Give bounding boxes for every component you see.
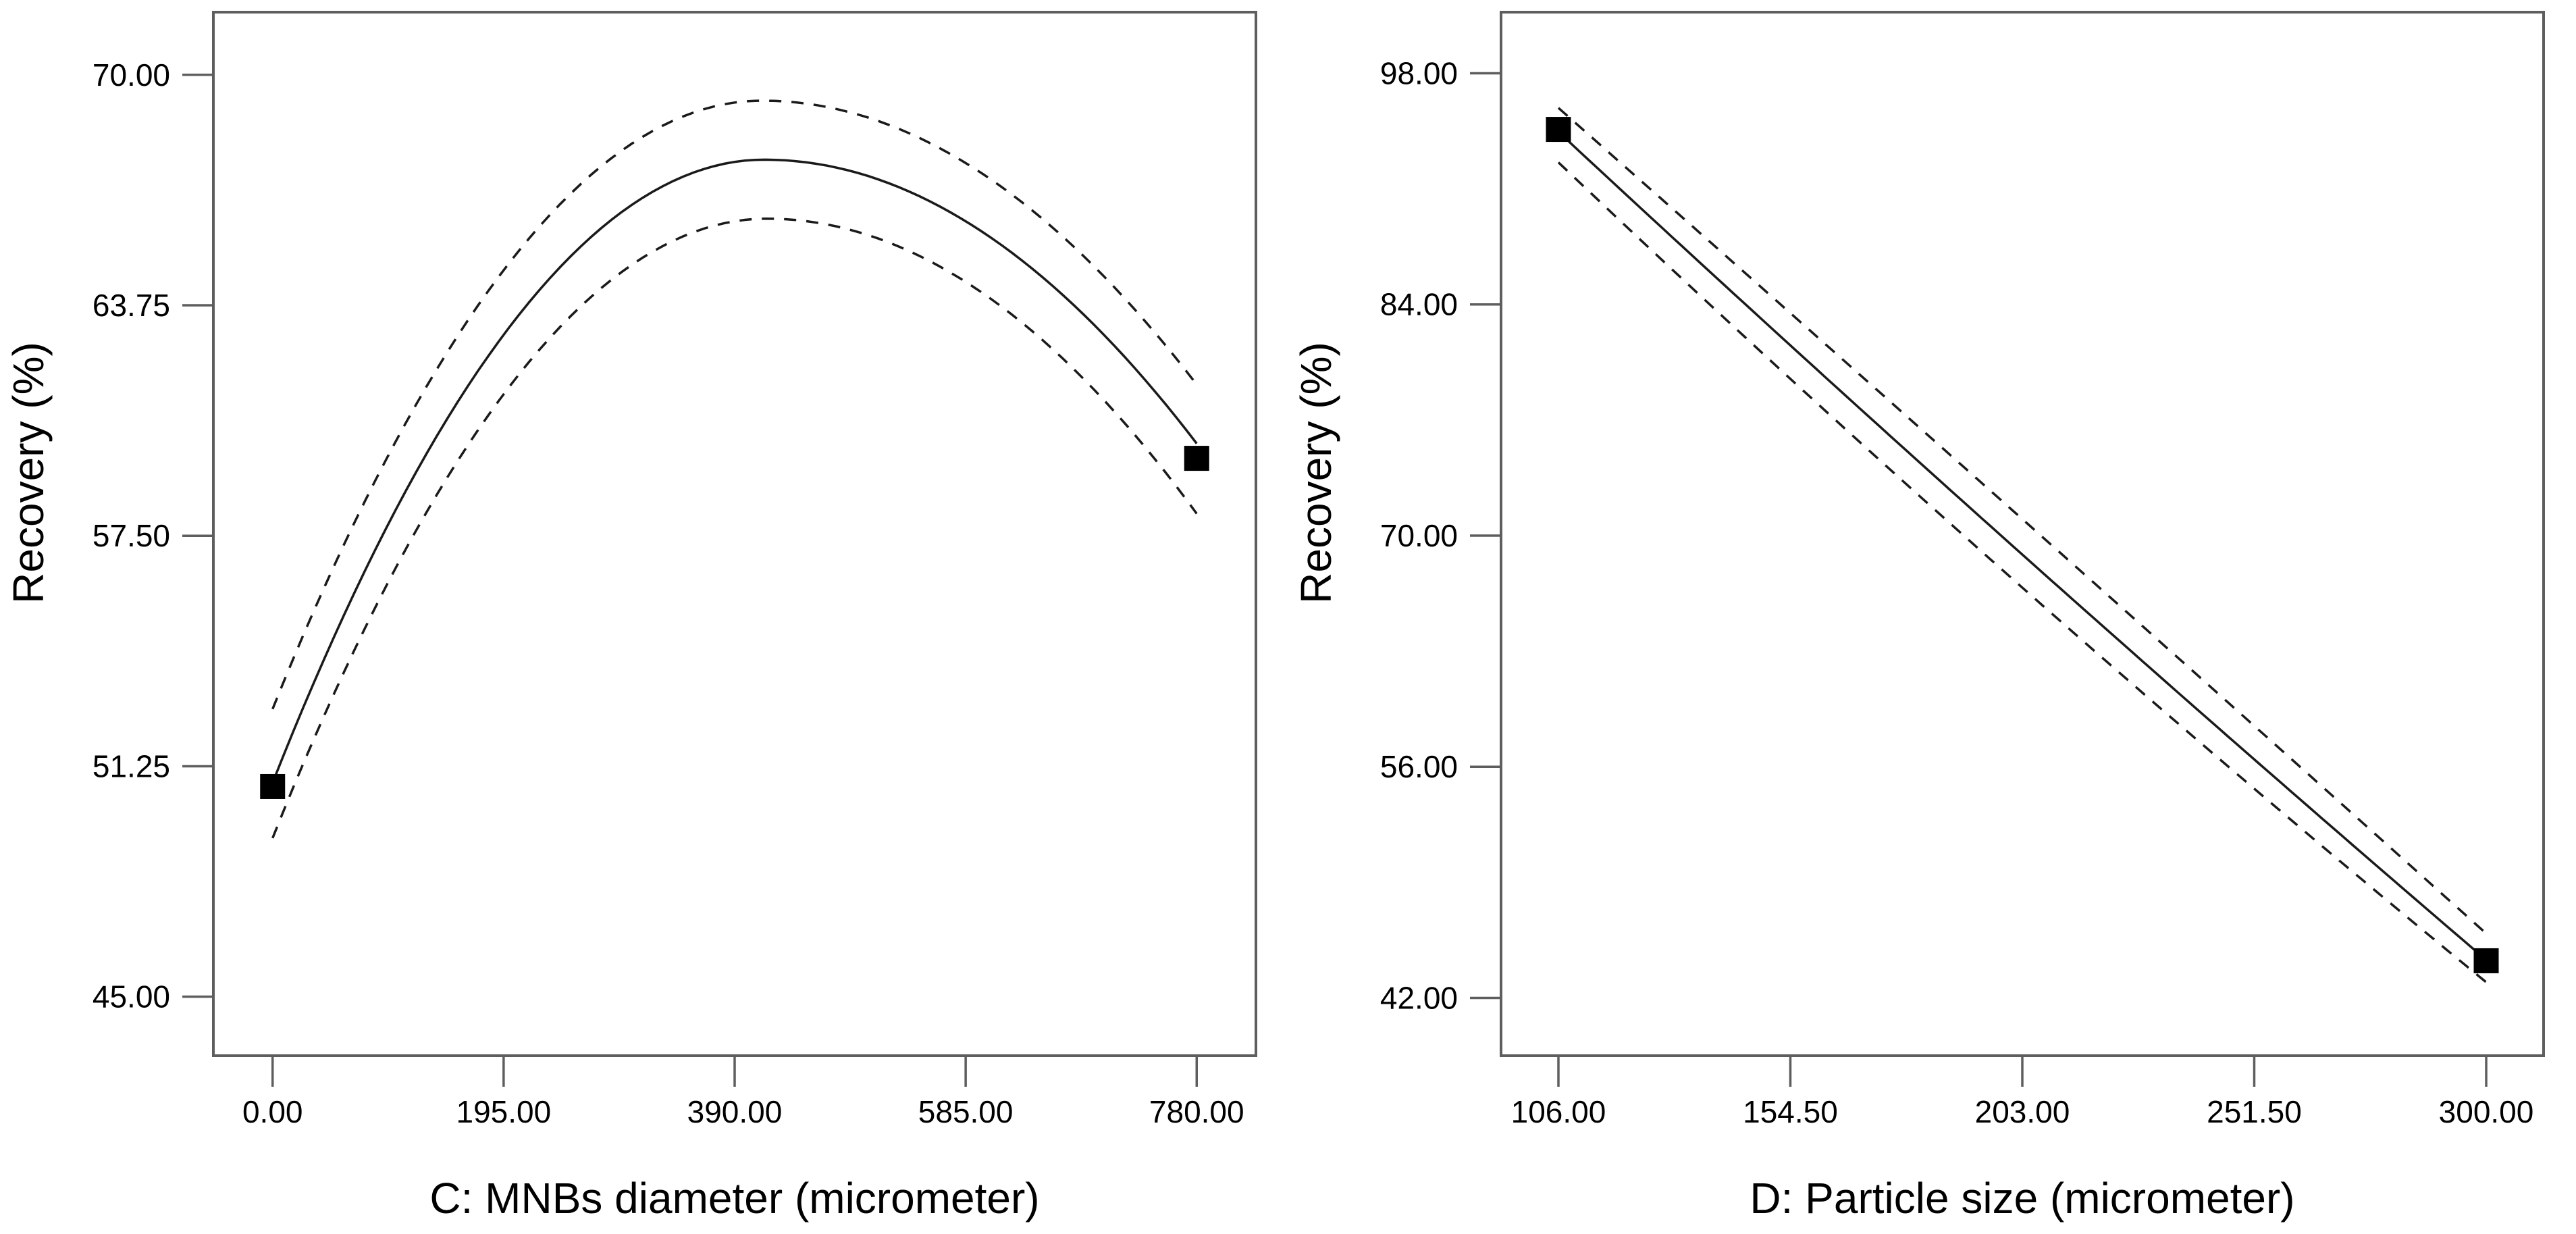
ci-upper-curve (1557, 107, 2488, 935)
y-tick-label: 70.00 (93, 57, 170, 93)
x-tick-label: 106.00 (1511, 1094, 1606, 1129)
y-axis-title: Recovery (%) (1292, 342, 1340, 604)
chart-svg: 0.00 195.00 390.00 585.00 780.00 45.00 51.25 57… (4, 11, 1257, 1223)
design-point (2473, 948, 2499, 973)
x-axis-title: C: MNBs diameter (micrometer) (429, 1174, 1039, 1223)
y-tick-label: 56.00 (1380, 749, 1458, 784)
ci-upper-curve (271, 99, 1198, 710)
prediction-curve (1557, 130, 2488, 961)
ci-lower-curve (1557, 161, 2488, 983)
y-tick-label: 51.25 (93, 748, 170, 783)
x-tick-label: 585.00 (918, 1094, 1014, 1129)
x-tick-label: 390.00 (687, 1094, 783, 1129)
design-point (1184, 446, 1209, 471)
y-tick-label: 84.00 (1380, 287, 1458, 322)
ci-lower-curve (271, 217, 1198, 839)
x-tick-label: 0.00 (242, 1094, 303, 1129)
one-factor-plot-particle-size: 106.00 154.50 203.00 251.50 300.00 42.00 56.00… (1288, 0, 2576, 1234)
design-point (1546, 117, 1571, 143)
x-tick-label: 154.50 (1743, 1094, 1838, 1129)
x-tick-label: 300.00 (2439, 1094, 2534, 1129)
y-tick-label: 45.00 (93, 979, 170, 1014)
chart-svg: 106.00 154.50 203.00 251.50 300.00 42.00 56.00… (1292, 11, 2545, 1223)
x-tick-label: 780.00 (1149, 1094, 1244, 1129)
y-tick-label: 63.75 (93, 288, 170, 323)
y-tick-label: 57.50 (93, 518, 170, 553)
y-tick-label: 70.00 (1380, 518, 1458, 553)
design-point (260, 773, 286, 799)
prediction-curve (271, 158, 1198, 783)
y-axis-title: Recovery (%) (4, 342, 53, 604)
plot-box (1500, 11, 2545, 1057)
x-tick-label: 251.50 (2207, 1094, 2302, 1129)
one-factor-plot-mnbs-diameter: 0.00 195.00 390.00 585.00 780.00 45.00 51.25 57… (4, 11, 1257, 1223)
y-tick-label: 98.00 (1380, 55, 1458, 91)
plot-box (212, 11, 1257, 1057)
x-tick-label: 195.00 (456, 1094, 552, 1129)
y-tick-label: 42.00 (1380, 980, 1458, 1015)
x-tick-label: 203.00 (1975, 1094, 2070, 1129)
x-axis-title: D: Particle size (micrometer) (1750, 1174, 2294, 1223)
